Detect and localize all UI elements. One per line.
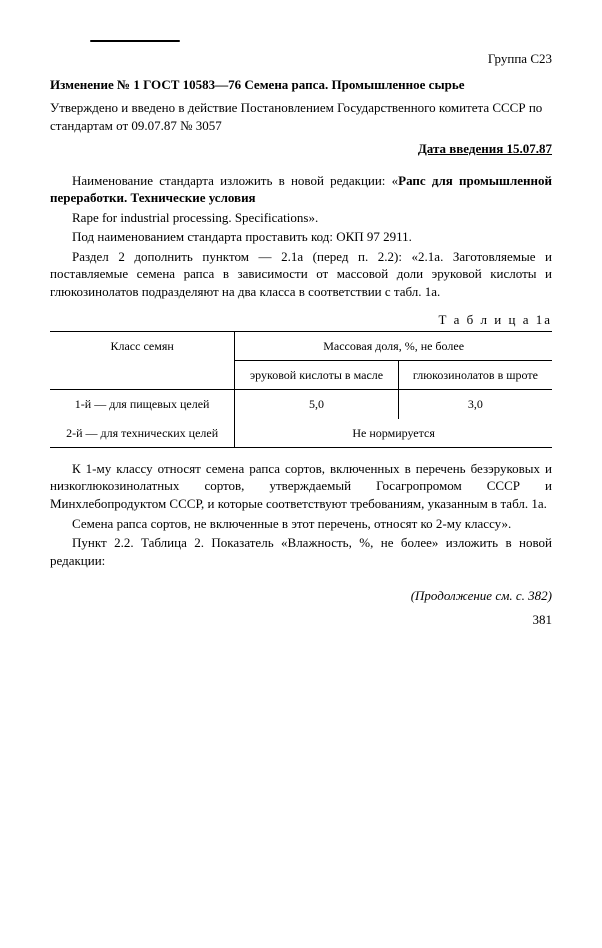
table-header-group: Массовая доля, %, не более bbox=[235, 332, 552, 361]
paragraph-section2: Раздел 2 дополнить пунктом — 2.1а (перед… bbox=[50, 248, 552, 301]
scan-mark bbox=[90, 40, 180, 42]
table-row1-label: 1-й — для пищевых целей bbox=[50, 390, 235, 419]
group-label: Группа С23 bbox=[50, 50, 552, 68]
paragraph-okp: Под наименованием стандарта проставить к… bbox=[50, 228, 552, 246]
table-row1-v1: 5,0 bbox=[235, 390, 399, 419]
table-row2-v: Не нормируется bbox=[235, 419, 552, 448]
table-row1-v2: 3,0 bbox=[398, 390, 552, 419]
table-header-col1: эруковой кислоты в масле bbox=[235, 361, 399, 390]
paragraph-class1: К 1-му классу относят семена рапса сорто… bbox=[50, 460, 552, 513]
approval-text: Утверждено и введено в действие Постанов… bbox=[50, 99, 552, 134]
paragraph-p22: Пункт 2.2. Таблица 2. Показатель «Влажно… bbox=[50, 534, 552, 569]
table-row2-label: 2-й — для технических целей bbox=[50, 419, 235, 448]
table-1a: Класс семян Массовая доля, %, не более э… bbox=[50, 331, 552, 448]
paragraph-english: Rape for industrial processing. Specific… bbox=[50, 209, 552, 227]
paragraph-naming: Наименование стандарта изложить в новой … bbox=[50, 172, 552, 207]
table-label: Т а б л и ц а 1а bbox=[50, 311, 552, 329]
table-header-col2: глюкозинолатов в шроте bbox=[398, 361, 552, 390]
text-run: Наименование стандарта изложить в новой … bbox=[72, 173, 398, 188]
continuation-note: (Продолжение см. с. 382) bbox=[50, 587, 552, 605]
page-number: 381 bbox=[50, 611, 552, 629]
date-intro: Дата введения 15.07.87 bbox=[50, 140, 552, 158]
table-header-class: Класс семян bbox=[50, 332, 235, 390]
change-title: Изменение № 1 ГОСТ 10583—76 Семена рапса… bbox=[50, 76, 552, 94]
paragraph-class2: Семена рапса сортов, не включенные в это… bbox=[50, 515, 552, 533]
